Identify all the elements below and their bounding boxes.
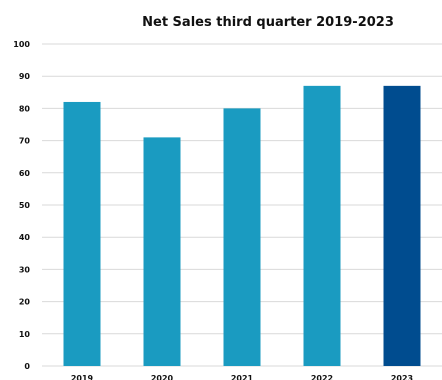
y-tick-label: 10 <box>19 330 31 339</box>
y-tick-label: 100 <box>13 40 30 49</box>
chart-title: Net Sales third quarter 2019-2023 <box>142 15 394 30</box>
y-tick-label: 0 <box>24 362 30 371</box>
y-tick-label: 60 <box>19 169 31 178</box>
bar-2021 <box>223 108 261 367</box>
y-tick-label: 80 <box>19 104 31 113</box>
y-axis-tick-labels: 0 10 20 30 40 50 60 70 80 90 100 <box>13 40 30 371</box>
x-tick-label: 2019 <box>71 374 94 380</box>
bar-2019 <box>63 101 101 367</box>
y-tick-label: 90 <box>19 72 31 81</box>
y-tick-label: 20 <box>19 298 31 307</box>
x-tick-label: 2020 <box>151 374 174 380</box>
bars <box>63 85 421 367</box>
y-tick-label: 30 <box>19 265 31 274</box>
x-tick-label: 2021 <box>231 374 254 380</box>
y-tick-label: 40 <box>19 233 31 242</box>
x-tick-label: 2023 <box>391 374 413 380</box>
bar-2022 <box>303 85 341 367</box>
y-tick-label: 70 <box>19 137 31 146</box>
bar-2020 <box>143 137 181 366</box>
bar-2023 <box>383 85 421 367</box>
x-tick-label: 2022 <box>311 374 333 380</box>
y-tick-label: 50 <box>19 201 31 210</box>
x-axis-tick-labels: 2019 2020 2021 2022 2023 <box>71 374 413 380</box>
